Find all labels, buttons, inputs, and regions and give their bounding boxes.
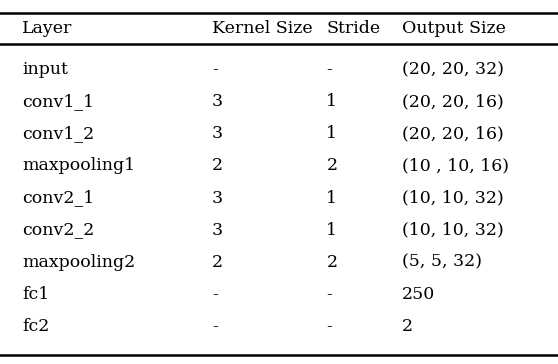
Text: input: input (22, 62, 68, 78)
Text: 2: 2 (402, 318, 413, 335)
Text: 3: 3 (212, 190, 223, 206)
Text: (20, 20, 16): (20, 20, 16) (402, 126, 503, 142)
Text: maxpooling1: maxpooling1 (22, 158, 136, 174)
Text: conv2_2: conv2_2 (22, 222, 95, 238)
Text: fc1: fc1 (22, 286, 50, 302)
Text: Output Size: Output Size (402, 20, 506, 37)
Text: (10, 10, 32): (10, 10, 32) (402, 190, 503, 206)
Text: conv1_2: conv1_2 (22, 126, 94, 142)
Text: 2: 2 (326, 158, 338, 174)
Text: 3: 3 (212, 94, 223, 110)
Text: (5, 5, 32): (5, 5, 32) (402, 254, 482, 270)
Text: (10 , 10, 16): (10 , 10, 16) (402, 158, 509, 174)
Text: -: - (326, 286, 333, 302)
Text: maxpooling2: maxpooling2 (22, 254, 136, 270)
Text: 2: 2 (212, 254, 223, 270)
Text: (10, 10, 32): (10, 10, 32) (402, 222, 503, 238)
Text: (20, 20, 32): (20, 20, 32) (402, 62, 504, 78)
Text: -: - (212, 286, 218, 302)
Text: conv1_1: conv1_1 (22, 94, 94, 110)
Text: -: - (326, 62, 333, 78)
Text: Kernel Size: Kernel Size (212, 20, 312, 37)
Text: conv2_1: conv2_1 (22, 190, 94, 206)
Text: 2: 2 (326, 254, 338, 270)
Text: (20, 20, 16): (20, 20, 16) (402, 94, 503, 110)
Text: 1: 1 (326, 94, 338, 110)
Text: -: - (212, 62, 218, 78)
Text: -: - (212, 318, 218, 335)
Text: 1: 1 (326, 222, 338, 238)
Text: -: - (326, 318, 333, 335)
Text: 1: 1 (326, 126, 338, 142)
Text: 3: 3 (212, 222, 223, 238)
Text: 2: 2 (212, 158, 223, 174)
Text: fc2: fc2 (22, 318, 50, 335)
Text: 1: 1 (326, 190, 338, 206)
Text: Stride: Stride (326, 20, 381, 37)
Text: 3: 3 (212, 126, 223, 142)
Text: 250: 250 (402, 286, 435, 302)
Text: Layer: Layer (22, 20, 73, 37)
